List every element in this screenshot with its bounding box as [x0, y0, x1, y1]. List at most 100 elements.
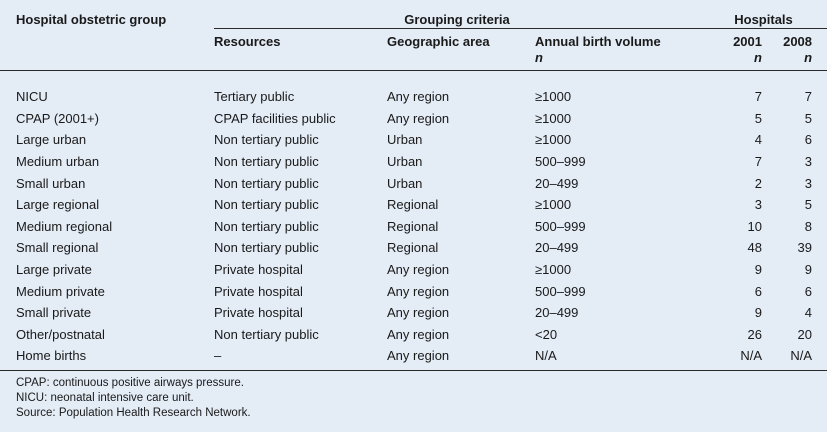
header-2001: 2001	[733, 34, 762, 49]
cell-resources: Non tertiary public	[214, 218, 319, 234]
cell-2001: N/A	[740, 348, 762, 364]
table-row: Large private Private hospital Any region ≥…	[0, 259, 827, 281]
cell-group: Medium regional	[16, 218, 113, 234]
cell-group: Other/postnatal	[16, 326, 105, 342]
cell-area: Urban	[387, 154, 423, 170]
cell-resources: Non tertiary public	[214, 175, 319, 191]
cell-resources: Non tertiary public	[214, 132, 319, 148]
cell-area: Any region	[387, 326, 450, 342]
table-row: NICU Tertiary public Any region ≥1000 7 7	[0, 86, 827, 108]
table-row: Large urban Non tertiary public Urban ≥1000…	[0, 129, 827, 151]
cell-2008: 9	[804, 262, 813, 278]
cell-resources: Private hospital	[214, 262, 303, 278]
cell-2001: 5	[754, 110, 762, 126]
spacer	[0, 71, 827, 87]
cell-2008: 5	[804, 197, 813, 213]
cell-area: Any region	[387, 283, 450, 299]
cell-group: Small urban	[16, 175, 86, 191]
cell-resources: Non tertiary public	[214, 326, 319, 342]
cell-2008: 3	[804, 175, 813, 191]
cell-group: Small private	[16, 305, 92, 321]
cell-volume: 500–999	[535, 283, 586, 299]
cell-volume: 20–499	[535, 240, 579, 256]
table-row: Small urban Non tertiary public Urban 20–49…	[0, 172, 827, 194]
header-2008: 2008	[783, 34, 813, 49]
cell-resources: Private hospital	[214, 283, 303, 299]
cell-volume: ≥1000	[535, 132, 572, 148]
cell-area: Regional	[387, 197, 439, 213]
header-volume: Annual birth volume	[535, 34, 661, 49]
cell-group: Large regional	[16, 197, 100, 213]
cell-2001: 7	[754, 154, 762, 170]
cell-2001: 2	[754, 175, 762, 191]
cell-2001: 7	[754, 89, 762, 105]
cell-volume: ≥1000	[535, 89, 572, 105]
cell-group: CPAP (2001+)	[16, 110, 99, 126]
cell-area: Any region	[387, 305, 450, 321]
cell-group: Large private	[16, 262, 92, 278]
cell-2008: 6	[804, 132, 813, 148]
cell-volume: ≥1000	[535, 197, 572, 213]
cell-resources: Non tertiary public	[214, 154, 319, 170]
cell-2001: 26	[747, 326, 762, 342]
cell-2008: 3	[804, 154, 813, 170]
footnote-cpap: CPAP: continuous positive airways pressu…	[16, 377, 244, 389]
cell-resources: Private hospital	[214, 305, 303, 321]
cell-group: Medium private	[16, 283, 105, 299]
cell-area: Any region	[387, 110, 450, 126]
cell-2008: N/A	[790, 348, 813, 364]
cell-resources: Non tertiary public	[214, 197, 319, 213]
header-hospitals: Hospitals	[700, 0, 827, 29]
table-row: Home births – Any region N/A N/A N/A	[0, 345, 827, 367]
header-2001-unit: n	[754, 50, 762, 65]
cell-area: Regional	[387, 218, 439, 234]
table-row: Small regional Non tertiary public Regiona…	[0, 237, 827, 259]
table-row: Other/postnatal Non tertiary public Any re…	[0, 324, 827, 346]
cell-area: Regional	[387, 240, 439, 256]
cell-volume: N/A	[535, 348, 557, 364]
cell-resources: –	[214, 348, 222, 364]
cell-2001: 9	[754, 262, 762, 278]
cell-2008: 7	[804, 89, 813, 105]
cell-volume: ≥1000	[535, 110, 572, 126]
header-blank-2	[0, 50, 214, 71]
cell-2008: 6	[804, 283, 813, 299]
header-blank-3	[214, 50, 387, 71]
cell-area: Urban	[387, 132, 423, 148]
cell-2008: 4	[804, 305, 813, 321]
table-row: CPAP (2001+) CPAP facilities public Any re…	[0, 108, 827, 130]
header-group: Hospital obstetric group	[16, 12, 167, 28]
cell-volume: ≥1000	[535, 262, 572, 278]
cell-resources: Non tertiary public	[214, 240, 319, 256]
table-row: Medium regional Non tertiary public Region…	[0, 216, 827, 238]
cell-2008: 8	[804, 218, 813, 234]
cell-area: Urban	[387, 175, 423, 191]
cell-area: Any region	[387, 89, 450, 105]
header-volume-unit: n	[535, 50, 543, 65]
cell-2001: 6	[754, 283, 762, 299]
cell-2008: 20	[797, 326, 813, 342]
table-row: Large regional Non tertiary public Regiona…	[0, 194, 827, 216]
footnotes: CPAP: continuous positive airways pressu…	[16, 376, 251, 421]
footnote-nicu: NICU: neonatal intensive care unit.	[16, 392, 194, 404]
cell-volume: 500–999	[535, 154, 586, 170]
footnote-source: Source: Population Health Research Netwo…	[16, 407, 251, 419]
cell-volume: 500–999	[535, 218, 586, 234]
cell-group: Home births	[16, 348, 87, 364]
table-row: Small private Private hospital Any region 2…	[0, 302, 827, 324]
cell-2001: 10	[747, 218, 762, 234]
cell-volume: <20	[535, 326, 558, 342]
cell-group: Large urban	[16, 132, 87, 148]
header-criteria: Grouping criteria	[214, 0, 700, 29]
cell-2001: 48	[747, 240, 762, 256]
cell-area: Any region	[387, 262, 450, 278]
cell-2001: 3	[754, 197, 762, 213]
bottom-rule	[0, 370, 827, 371]
cell-area: Any region	[387, 348, 450, 364]
cell-2008: 5	[804, 110, 813, 126]
table-row: Medium urban Non tertiary public Urban 500–…	[0, 151, 827, 173]
cell-2001: 4	[754, 132, 762, 148]
cell-group: NICU	[16, 89, 48, 105]
hospital-groups-table: Hospital obstetric group Grouping criter…	[0, 0, 827, 367]
